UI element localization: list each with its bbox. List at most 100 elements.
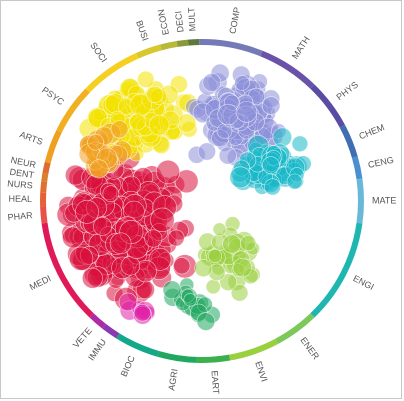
bubble xyxy=(240,235,257,252)
ring-segment-ceng xyxy=(351,156,363,180)
bubble xyxy=(146,85,164,104)
ring-label-mate: MATE xyxy=(372,195,396,205)
bubble xyxy=(208,248,223,263)
ring-label-envi: ENVI xyxy=(253,360,269,383)
ring-label-eart: EART xyxy=(209,370,221,395)
ring-segment-immu xyxy=(102,323,120,339)
ring-segment-comp xyxy=(199,39,263,57)
ring-label-phar: PHAR xyxy=(7,210,33,222)
bubble xyxy=(263,178,281,196)
ring-segment-psyc xyxy=(56,88,90,133)
ring-segment-mate xyxy=(356,178,364,224)
bubble-cluster xyxy=(56,63,312,331)
bubble xyxy=(194,259,213,278)
bubble xyxy=(150,207,175,233)
ring-segment-ener xyxy=(275,313,315,345)
bubble xyxy=(109,232,132,255)
bubble xyxy=(148,114,170,136)
ring-label-immu: IMMU xyxy=(86,337,108,362)
ring-segment-chem xyxy=(339,124,358,159)
ring-label-bioc: BIOC xyxy=(119,354,137,379)
ring-segment-math xyxy=(260,50,315,89)
discipline-ring xyxy=(39,39,364,363)
ring-segment-heal xyxy=(39,192,47,207)
ring-segment-medi xyxy=(41,222,94,318)
bubble xyxy=(291,135,309,153)
bubble xyxy=(167,229,185,247)
ring-segment-eart xyxy=(196,354,231,363)
ring-segment-engi xyxy=(310,222,363,318)
bubble xyxy=(129,113,147,131)
bubble xyxy=(234,75,250,91)
bubble xyxy=(110,120,129,139)
bubble xyxy=(229,166,252,189)
ring-segment-nurs xyxy=(40,181,48,193)
bubble xyxy=(120,256,141,276)
ring-label-agri: AGRI xyxy=(166,368,179,391)
ring-segment-mult xyxy=(187,39,200,46)
ring-segment-soci xyxy=(85,53,139,93)
bubble xyxy=(262,156,280,174)
ring-label-mult: MULT xyxy=(186,7,197,32)
ring-label-chem: CHEM xyxy=(358,122,386,141)
bubble xyxy=(144,229,163,248)
ring-label-ener: ENER xyxy=(298,335,321,362)
ring-segment-dent xyxy=(41,172,49,182)
ring-label-math: MATH xyxy=(290,35,312,61)
bubble xyxy=(286,173,303,190)
bubble xyxy=(205,279,221,295)
bubble xyxy=(183,293,197,307)
bubble xyxy=(218,146,237,165)
ring-segment-vete xyxy=(89,313,106,329)
bubble xyxy=(89,159,109,179)
ring-segment-phys xyxy=(310,84,346,128)
ring-segment-neur xyxy=(42,161,51,174)
bubble xyxy=(222,234,242,254)
ring-label-phys: PHYS xyxy=(334,79,360,102)
ring-segment-busi xyxy=(136,44,162,59)
bubble xyxy=(156,159,181,184)
bubble xyxy=(133,304,151,322)
ring-segment-envi xyxy=(229,338,279,361)
ring-segment-phar xyxy=(40,206,48,224)
ring-label-vete: VETE xyxy=(71,326,94,350)
bubble xyxy=(162,280,182,300)
bubble xyxy=(62,226,84,249)
bubble xyxy=(118,292,138,312)
bubble xyxy=(197,142,216,161)
bubble xyxy=(219,273,237,292)
bubble xyxy=(272,127,292,147)
ring-label-econ: ECON xyxy=(156,8,171,36)
bubble xyxy=(173,257,191,275)
bubble xyxy=(235,101,258,123)
bubble xyxy=(202,73,222,92)
bubble xyxy=(261,96,281,115)
ring-segment-arts xyxy=(44,129,62,164)
ring-segment-deci xyxy=(176,39,189,47)
bubble xyxy=(102,185,120,202)
bubble xyxy=(232,258,252,278)
ring-label-busi: BUSI xyxy=(134,19,150,42)
ring-label-nurs: NURS xyxy=(7,178,33,190)
bubble xyxy=(93,216,112,236)
ring-label-soci: SOCI xyxy=(88,40,109,64)
ring-label-deci: DECI xyxy=(173,10,186,33)
ring-label-medi: MEDI xyxy=(28,273,53,292)
bubble xyxy=(137,70,155,88)
ring-label-psyc: PSYC xyxy=(40,85,66,108)
ring-label-comp: COMP xyxy=(227,6,242,34)
bubble xyxy=(230,284,249,302)
ring-label-dent: DENT xyxy=(9,167,35,181)
ring-label-ceng: CENG xyxy=(367,155,395,170)
bubble xyxy=(217,103,239,126)
ring-segment-econ xyxy=(160,40,178,51)
bubble xyxy=(68,246,94,271)
bubble xyxy=(87,133,104,151)
bubble xyxy=(196,312,216,331)
ring-label-engi: ENGI xyxy=(351,273,375,292)
ring-segment-agri xyxy=(157,350,197,363)
bubble xyxy=(82,267,103,289)
